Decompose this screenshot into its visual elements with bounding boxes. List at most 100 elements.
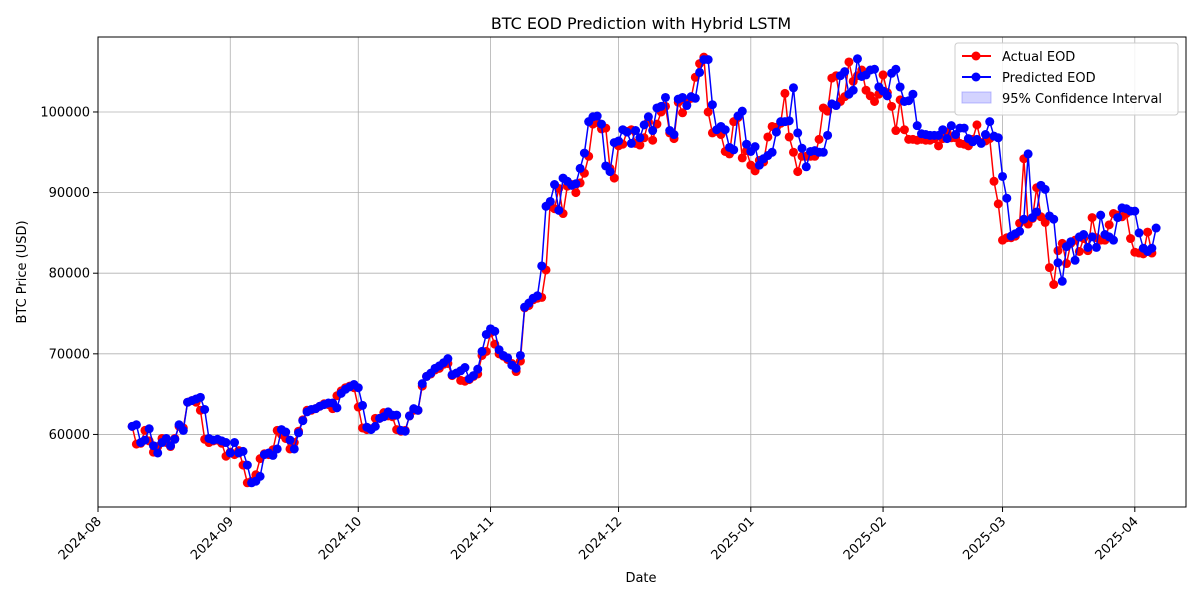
predicted-eod-point [720, 125, 730, 135]
actual-eod-point [887, 101, 897, 111]
predicted-eod-point [473, 364, 483, 374]
actual-eod-point [1143, 227, 1153, 237]
predicted-eod-point [161, 433, 171, 443]
legend-marker-predicted [971, 72, 981, 82]
predicted-eod-point [742, 139, 752, 149]
actual-eod-point [703, 107, 713, 117]
legend-label-interval: 95% Confidence Interval [1002, 92, 1162, 107]
predicted-eod-point [1023, 149, 1033, 159]
predicted-eod-point [643, 112, 653, 122]
predicted-eod-point [1083, 242, 1093, 252]
predicted-eod-point [771, 127, 781, 137]
predicted-eod-point [912, 121, 922, 131]
actual-eod-point [844, 57, 854, 67]
predicted-eod-point [904, 96, 914, 106]
predicted-eod-point [392, 410, 402, 420]
actual-eod-point [609, 173, 619, 183]
predicted-eod-point [750, 142, 760, 152]
predicted-eod-point [571, 179, 581, 189]
legend-label-predicted: Predicted EOD [1002, 71, 1096, 86]
actual-eod-point [678, 108, 688, 118]
predicted-eod-point [545, 196, 555, 206]
predicted-eod-point [976, 138, 986, 148]
predicted-eod-point [895, 82, 905, 92]
predicted-eod-point [1113, 213, 1123, 223]
predicted-eod-point [852, 54, 862, 64]
predicted-eod-point [1032, 207, 1042, 217]
predicted-eod-point [729, 145, 739, 155]
actual-eod-point [1087, 213, 1097, 223]
predicted-eod-point [831, 101, 841, 111]
predicted-eod-point [358, 400, 368, 410]
actual-eod-point [989, 176, 999, 186]
predicted-eod-point [639, 120, 649, 130]
y-tick-label: 70000 [49, 347, 90, 362]
predicted-eod-point [255, 471, 265, 481]
actual-eod-point [899, 125, 909, 135]
predicted-eod-point [144, 424, 154, 434]
predicted-eod-point [942, 134, 952, 144]
predicted-eod-point [1070, 255, 1080, 265]
predicted-eod-point [468, 371, 478, 381]
predicted-eod-point [678, 92, 688, 102]
predicted-eod-point [1151, 223, 1161, 233]
actual-eod-point [793, 167, 803, 177]
grid [97, 37, 1186, 507]
predicted-eod-point [1002, 193, 1012, 203]
predicted-eod-point [908, 89, 918, 99]
legend-box [954, 42, 1179, 116]
predicted-eod-point [596, 119, 606, 129]
predicted-eod-point [784, 116, 794, 126]
actual-eod-point [780, 88, 790, 98]
predicted-eod-point [707, 100, 717, 110]
predicted-eod-point [400, 426, 410, 436]
predicted-eod-point [946, 121, 956, 131]
predicted-eod-point [631, 126, 641, 136]
predicted-eod-point [140, 435, 150, 445]
predicted-eod-point [801, 162, 811, 172]
predicted-eod-point [550, 180, 560, 190]
predicted-eod-point [289, 444, 299, 454]
predicted-eod-point [404, 411, 414, 421]
predicted-eod-point [980, 130, 990, 140]
x-axis-title: Date [625, 571, 656, 586]
predicted-eod-point [660, 92, 670, 102]
predicted-eod-point [178, 425, 188, 435]
predicted-eod-point [1091, 242, 1101, 252]
predicted-eod-point [1134, 228, 1144, 238]
actual-eod-point [648, 135, 658, 145]
predicted-eod-point [575, 163, 585, 173]
predicted-eod-point [818, 147, 828, 157]
predicted-eod-point [648, 126, 658, 136]
y-axis: 60000 70000 80000 90000 100000 [40, 105, 98, 443]
predicted-eod-point [951, 130, 961, 140]
actual-eod-point [878, 70, 888, 80]
actual-eod-point [814, 134, 824, 144]
predicted-eod-point [166, 441, 176, 451]
y-tick-label: 90000 [49, 186, 90, 201]
predicted-eod-point [554, 205, 564, 215]
predicted-eod-point [1049, 214, 1059, 224]
predicted-eod-point [737, 106, 747, 116]
predicted-eod-point [1147, 243, 1157, 253]
predicted-eod-point [477, 346, 487, 356]
predicted-eod-point [656, 101, 666, 111]
predicted-eod-point [993, 133, 1003, 143]
predicted-eod-point [579, 148, 589, 158]
legend-marker-actual [971, 51, 981, 61]
predicted-eod-point [285, 435, 295, 445]
legend-swatch-interval [961, 91, 992, 104]
predicted-eod-point [882, 91, 892, 101]
predicted-eod-point [823, 130, 833, 140]
legend: Actual EOD Predicted EOD 95% Confidence … [954, 42, 1179, 116]
predicted-eod-point [754, 160, 764, 170]
predicted-eod-point [891, 64, 901, 74]
predicted-eod-point [669, 130, 679, 140]
predicted-eod-point [682, 101, 692, 111]
predicted-eod-point [788, 83, 798, 93]
predicted-eod-point [635, 133, 645, 143]
predicted-eod-point [592, 111, 602, 121]
y-tick-label: 60000 [49, 428, 90, 443]
predicted-eod-point [503, 353, 513, 363]
predicted-eod-point [1015, 226, 1025, 236]
